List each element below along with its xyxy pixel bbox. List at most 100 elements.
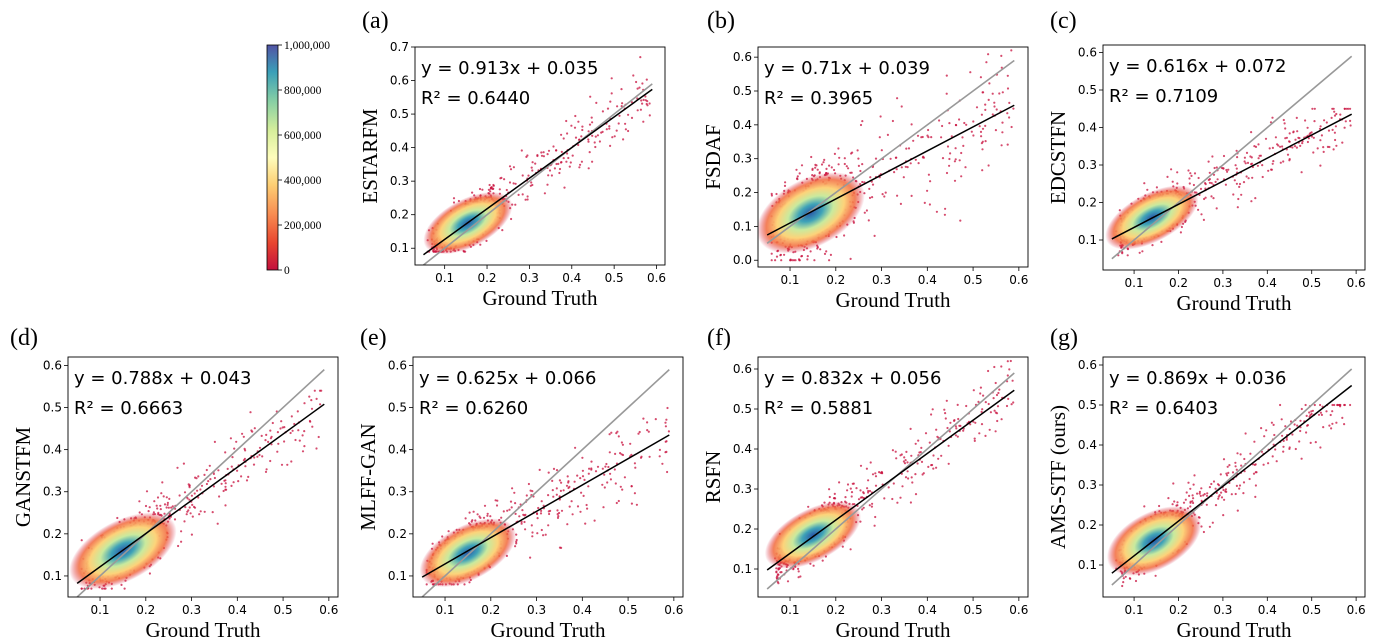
scatter-point: [960, 175, 963, 178]
scatter-point: [1292, 130, 1295, 133]
scatter-point: [524, 528, 527, 531]
scatter-point: [1238, 487, 1241, 490]
scatter-point: [615, 501, 618, 505]
scatter-point: [1322, 146, 1325, 149]
plot-area: [1106, 368, 1353, 588]
scatter-point: [576, 505, 580, 508]
scatter-point: [1151, 244, 1154, 247]
scatter-point: [916, 134, 920, 137]
scatter-point: [869, 176, 872, 179]
scatter-point: [153, 500, 156, 503]
scatter-point: [1008, 101, 1011, 104]
scatter-point: [984, 108, 987, 111]
scatter-point: [1248, 477, 1251, 481]
scatter-point: [948, 157, 951, 161]
fit-line: [1111, 113, 1353, 240]
scatter-point: [867, 219, 870, 222]
scatter-point: [978, 432, 981, 435]
scatter-point: [849, 487, 852, 490]
scatter-point: [313, 389, 316, 392]
scatter-point: [775, 576, 778, 579]
scatter-point: [162, 495, 165, 498]
scatter-point: [608, 451, 611, 454]
scatter-point: [1158, 504, 1161, 508]
scatter-point: [639, 456, 643, 459]
scatter-point: [1235, 149, 1238, 152]
scatter-point: [642, 98, 645, 101]
scatter-point: [960, 151, 963, 155]
scatter-point: [577, 143, 580, 147]
scatter-point: [147, 510, 150, 513]
scatter-point: [816, 168, 819, 171]
scatter-point: [176, 466, 179, 469]
r-squared: R² = 0.5881: [764, 398, 873, 419]
y-tick-label: 0.4: [733, 118, 752, 132]
scatter-point: [648, 102, 651, 105]
scatter-point: [1282, 445, 1285, 448]
scatter-point: [531, 531, 534, 534]
scatter-point: [849, 257, 852, 260]
scatter-point: [903, 456, 906, 459]
scatter-point: [630, 485, 633, 488]
scatter-point: [591, 134, 594, 137]
scatter-point: [168, 497, 171, 500]
scatter-point: [895, 168, 898, 171]
scatter-point: [527, 174, 530, 177]
scatter-point: [609, 144, 612, 147]
x-tick-label: 0.5: [605, 271, 624, 285]
scatter-point: [218, 495, 221, 498]
scatter-point: [605, 462, 608, 466]
scatter-point: [224, 504, 227, 507]
scatter-point: [252, 463, 256, 466]
scatter-point: [947, 462, 950, 465]
scatter-point: [947, 444, 950, 447]
scatter-point: [823, 252, 827, 255]
scatter-point: [980, 113, 984, 116]
colorbar-gradient: [266, 44, 279, 271]
fit-line: [76, 403, 325, 584]
scatter-point: [608, 433, 611, 436]
scatter-point: [910, 454, 913, 457]
scatter-point: [483, 504, 487, 507]
panel-tag: (b): [707, 8, 735, 34]
scatter-point: [144, 504, 148, 508]
scatter-point: [534, 162, 537, 165]
scatter-point: [1249, 452, 1252, 455]
scatter-point: [512, 166, 516, 169]
scatter-point: [1335, 144, 1338, 147]
scatter-point: [587, 167, 590, 170]
scatter-point: [212, 472, 215, 475]
scatter-point: [514, 545, 517, 548]
scatter-point: [1295, 146, 1298, 149]
scatter-point: [1187, 169, 1190, 172]
scatter-point: [502, 510, 505, 513]
scatter-point: [1176, 182, 1179, 185]
scatter-point: [574, 446, 577, 449]
scatter-point: [981, 127, 985, 130]
scatter-point: [813, 259, 816, 262]
scatter-point: [957, 417, 960, 421]
scatter-point: [1121, 584, 1124, 588]
scatter-point: [1294, 447, 1297, 451]
scatter-point: [560, 133, 563, 136]
panel-b: 0.1 0.2 0.3 0.4 0.5 0.60.00.10.20.30.40.50.6G…: [701, 8, 1029, 312]
scatter-point: [837, 147, 840, 150]
scatter-point: [1216, 178, 1219, 181]
scatter-point: [1010, 49, 1013, 52]
scatter-point: [981, 408, 984, 411]
scatter-point: [524, 198, 527, 201]
scatter-point: [871, 473, 875, 476]
scatter-point: [1010, 125, 1013, 129]
scatter-point: [1192, 183, 1195, 187]
scatter-point: [542, 155, 546, 158]
scatter-point: [1258, 154, 1261, 157]
scatter-point: [1235, 468, 1238, 471]
scatter-point: [874, 515, 877, 519]
scatter-point: [953, 179, 957, 182]
scatter-point: [1006, 360, 1009, 363]
scatter-point: [1124, 575, 1127, 578]
scatter-point: [1242, 492, 1245, 495]
scatter-point: [861, 180, 864, 184]
scatter-point: [1206, 492, 1209, 495]
scatter-point: [1244, 162, 1247, 165]
